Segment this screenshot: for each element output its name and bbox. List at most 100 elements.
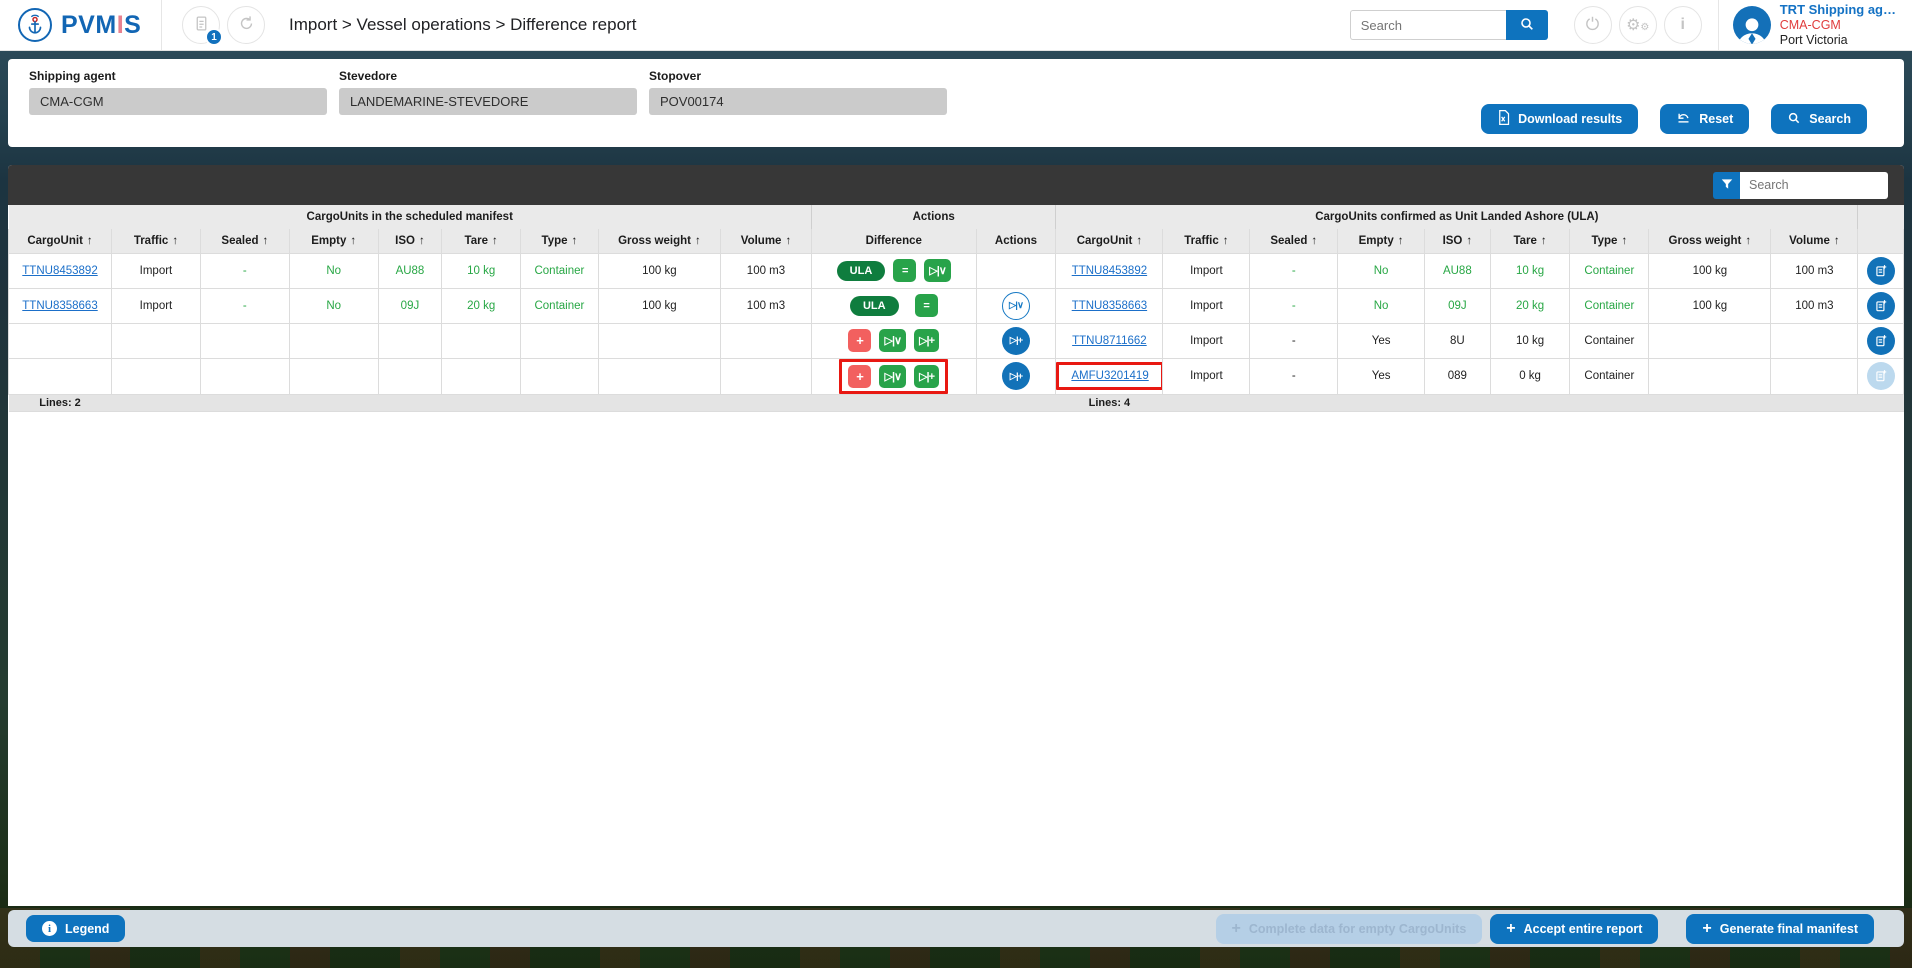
sort-asc-icon[interactable]: ↑ [1745, 234, 1752, 247]
cell-type: Container [1569, 287, 1650, 324]
stevedore-label: Stevedore [339, 69, 398, 83]
sort-asc-icon[interactable]: ↑ [1311, 234, 1318, 247]
shipping-agent-field[interactable]: CMA-CGM [29, 88, 327, 115]
confirm-landed-badge[interactable]: ▷|∨ [924, 259, 951, 282]
col-manifest-tare[interactable]: Tare ↑ [441, 229, 522, 254]
confirm-landed-action-button[interactable]: ▷|∨ [1001, 291, 1030, 320]
download-results-button[interactable]: Download results [1481, 104, 1639, 134]
sort-asc-icon[interactable]: ↑ [418, 234, 425, 247]
power-icon [1584, 15, 1601, 35]
col-manifest-iso[interactable]: ISO ↑ [377, 229, 443, 254]
stopover-field[interactable]: POV00174 [649, 88, 947, 115]
col-manifest-sealed[interactable]: Sealed ↑ [199, 229, 290, 254]
cell-volume [1770, 322, 1859, 359]
user-name: TRT Shipping ag… [1779, 1, 1896, 17]
sort-asc-icon[interactable]: ↑ [571, 234, 578, 247]
notification-badge: 1 [205, 28, 223, 46]
sort-asc-icon[interactable]: ↑ [1397, 234, 1404, 247]
col-manifest-gross-weight[interactable]: Gross weight ↑ [597, 229, 722, 254]
info-icon: i [1680, 16, 1685, 33]
cargounit-link[interactable]: TTNU8358663 [22, 299, 98, 312]
cell-iso: 8U [1424, 322, 1491, 359]
logout-button[interactable] [1573, 6, 1612, 44]
legend-button[interactable]: i Legend [26, 915, 126, 942]
equal-badge[interactable]: = [914, 294, 938, 317]
header-search-button[interactable] [1505, 10, 1548, 40]
add-landed-badge[interactable]: ▷|+ [914, 364, 940, 388]
generate-manifest-button[interactable]: + Generate final manifest [1686, 913, 1874, 944]
cargounit-link[interactable]: TTNU8453892 [1071, 264, 1148, 277]
notes-button[interactable]: 1 [182, 6, 223, 46]
equal-badge[interactable]: = [893, 259, 917, 282]
cargounit-link[interactable]: AMFU3201419 [1071, 370, 1149, 382]
col-ula-tare[interactable]: Tare ↑ [1489, 229, 1571, 254]
confirm-landed-badge[interactable]: ▷|∨ [879, 364, 907, 388]
sort-asc-icon[interactable]: ↑ [86, 234, 93, 247]
add-badge[interactable]: + [848, 364, 872, 388]
col-ula-empty[interactable]: Empty ↑ [1337, 229, 1426, 254]
create-document-button[interactable] [1866, 256, 1895, 285]
col-ula-gross-weight[interactable]: Gross weight ↑ [1648, 229, 1772, 254]
app-logo[interactable]: PVMIS [0, 0, 162, 50]
col-ula-iso[interactable]: ISO ↑ [1424, 229, 1491, 254]
cargounit-link[interactable]: TTNU8358663 [1071, 299, 1148, 312]
sort-asc-icon[interactable]: ↑ [1621, 234, 1628, 247]
search-button[interactable]: Search [1771, 104, 1867, 134]
col-manifest-type[interactable]: Type ↑ [520, 229, 599, 254]
ula-badge[interactable]: ULA [849, 295, 899, 316]
cell-volume: 100 m3 [720, 287, 812, 324]
col-ula-type[interactable]: Type ↑ [1569, 229, 1650, 254]
header-search-input[interactable] [1349, 10, 1506, 40]
sort-asc-icon[interactable]: ↑ [350, 234, 357, 247]
sort-asc-icon[interactable]: ↑ [1540, 234, 1547, 247]
cell-type: Container [1569, 357, 1650, 395]
cell-tare: 10 kg [441, 252, 522, 289]
sort-asc-icon[interactable]: ↑ [1833, 234, 1840, 247]
user-menu[interactable]: TRT Shipping ag… CMA-CGM Port Victoria [1732, 1, 1912, 48]
col-manifest-empty[interactable]: Empty ↑ [288, 229, 379, 254]
reset-button[interactable]: Reset [1660, 104, 1750, 134]
col-ula-volume[interactable]: Volume ↑ [1770, 229, 1859, 254]
col-ula-sealed[interactable]: Sealed ↑ [1249, 229, 1339, 254]
sort-asc-icon[interactable]: ↑ [785, 234, 792, 247]
sort-asc-icon[interactable]: ↑ [172, 234, 179, 247]
cargounit-link[interactable]: TTNU8711662 [1072, 334, 1147, 347]
sort-asc-icon[interactable]: ↑ [492, 234, 498, 247]
table-search-input[interactable] [1740, 171, 1888, 199]
bottom-action-bar: i Legend + Complete data for empty Cargo… [8, 910, 1904, 947]
header-divider [1717, 0, 1719, 50]
col-ula-traffic[interactable]: Traffic ↑ [1162, 229, 1251, 254]
sort-asc-icon[interactable]: ↑ [1136, 234, 1143, 247]
cell-empty: No [1337, 287, 1426, 324]
add-landed-badge[interactable]: ▷|+ [914, 329, 940, 352]
anchor-logo-icon [18, 8, 52, 42]
sort-asc-icon[interactable]: ↑ [1466, 234, 1473, 247]
col-ula-cargounit[interactable]: CargoUnit ↑ [1055, 229, 1164, 254]
cargounit-link[interactable]: TTNU8453892 [22, 264, 98, 277]
add-badge[interactable]: + [848, 329, 872, 352]
refresh-button[interactable] [227, 6, 265, 44]
stevedore-field[interactable]: LANDEMARINE-STEVEDORE [339, 88, 637, 115]
sort-asc-icon[interactable]: ↑ [262, 234, 269, 247]
cell-gross-weight [597, 322, 722, 359]
settings-button[interactable]: ⚙⚙ [1618, 6, 1657, 44]
sort-asc-icon[interactable]: ↑ [694, 234, 701, 247]
table-filter-button[interactable] [1713, 171, 1740, 199]
create-document-button[interactable] [1866, 291, 1895, 320]
cell-gross-weight: 100 kg [597, 252, 722, 289]
add-landed-action-button[interactable]: ▷|+ [1001, 326, 1030, 355]
confirm-landed-badge[interactable]: ▷|∨ [879, 329, 907, 352]
col-manifest-cargounit[interactable]: CargoUnit ↑ [7, 229, 113, 254]
accept-report-button[interactable]: + Accept entire report [1490, 913, 1659, 944]
info-button[interactable]: i [1663, 6, 1702, 44]
col-row-button-gutter [1857, 229, 1904, 254]
cell-iso: 09J [377, 287, 443, 324]
cell-traffic [111, 357, 201, 395]
ula-badge[interactable]: ULA [836, 260, 886, 281]
col-manifest-traffic[interactable]: Traffic ↑ [111, 229, 201, 254]
sort-asc-icon[interactable]: ↑ [1222, 234, 1229, 247]
col-manifest-volume[interactable]: Volume ↑ [720, 229, 812, 254]
add-landed-action-button[interactable]: ▷|+ [1001, 362, 1030, 390]
difference-report-table: CargoUnits in the scheduled manifest Act… [7, 205, 1904, 412]
create-document-button[interactable] [1866, 326, 1895, 355]
